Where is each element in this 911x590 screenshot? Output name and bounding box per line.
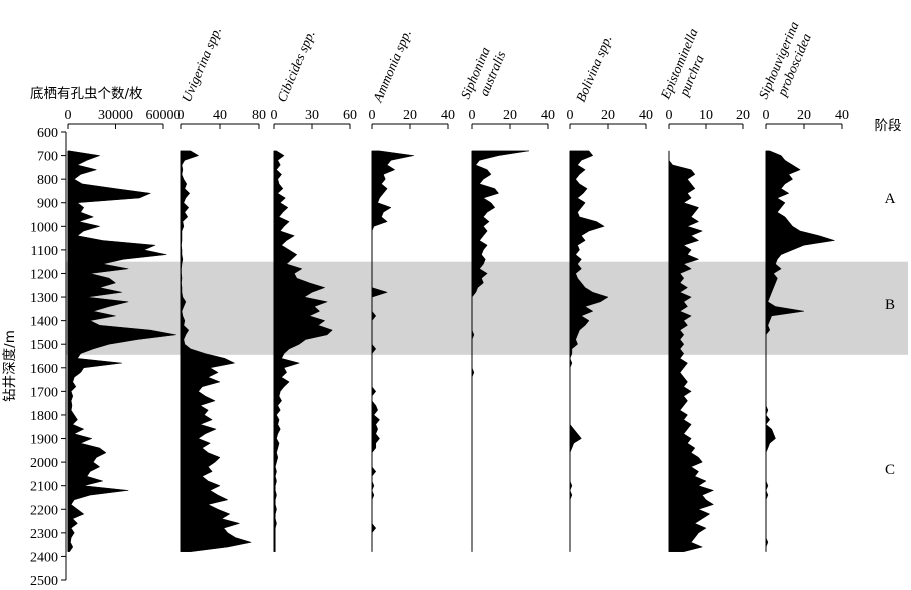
panel-title: Cibicides spp. — [274, 28, 318, 104]
depth-tick-label: 1400 — [30, 315, 58, 330]
panel-x-tick-label: 40 — [213, 108, 227, 123]
depth-tick-label: 2000 — [30, 456, 58, 471]
panel-x-tick-label: 30 — [305, 108, 319, 123]
depth-tick-label: 2100 — [30, 480, 58, 495]
panel-x-tick-label: 60 — [343, 108, 357, 123]
panel-title: Ammonia spp. — [370, 27, 414, 105]
depth-tick-label: 900 — [37, 197, 58, 212]
panel-title: Bolivina spp. — [573, 33, 615, 104]
panel-x-tick-label: 0 — [369, 108, 376, 123]
abundance-area — [371, 150, 414, 552]
depth-tick-label: 1300 — [30, 291, 58, 306]
depth-tick-label: 2400 — [30, 550, 58, 565]
panel-title: Uvigerina spp. — [179, 24, 224, 104]
panel-x-tick-label: 0 — [567, 108, 574, 123]
depth-tick-label: 1800 — [30, 409, 58, 424]
depth-axis: 600 700 800 900 1000 1100 1200 1300 1400 1500 1600… — [2, 126, 67, 589]
panel-x-tick-label: 40 — [835, 108, 849, 123]
depth-tick-label: 600 — [37, 126, 58, 141]
panel-x-tick-label: 40 — [639, 108, 653, 123]
panel-x-tick-label: 40 — [541, 108, 555, 123]
depth-tick-label: 2300 — [30, 527, 58, 542]
abundance-area — [67, 150, 176, 552]
panel-x-tick-label: 0 — [666, 108, 673, 123]
depth-tick-label: 1200 — [30, 267, 58, 282]
panel-x-tick-label: 20 — [601, 108, 615, 123]
depth-tick-label: 1000 — [30, 220, 58, 235]
stage-label-a: A — [885, 191, 896, 207]
panel-x-tick-label: 0 — [271, 108, 278, 123]
panel-x-tick-label: 10 — [699, 108, 713, 123]
panel-x-tick-label: 20 — [797, 108, 811, 123]
panel-x-tick-label: 0 — [763, 108, 770, 123]
taxon-panel-4: 0 20 40 Siphoninaaustralis — [458, 42, 555, 552]
panel-x-tick-label: 0 — [178, 108, 185, 123]
panel-x-tick-label: 60000 — [146, 108, 181, 123]
abundance-area — [180, 150, 252, 552]
panel-x-tick-label: 0 — [65, 108, 72, 123]
depth-tick-label: 2500 — [30, 574, 58, 589]
panel-title: Epistominellapurchra — [657, 26, 715, 108]
panel-x-tick-label: 0 — [469, 108, 476, 123]
panel-x-tick-label: 20 — [503, 108, 517, 123]
panel-title: Siphouvigerinaproboscidea — [756, 19, 817, 107]
depth-tick-label: 1700 — [30, 385, 58, 400]
depth-tick-label: 800 — [37, 173, 58, 188]
panel-x-tick-label: 20 — [403, 108, 417, 123]
panel-x-tick-label: 40 — [441, 108, 455, 123]
stage-label-c: C — [885, 462, 895, 478]
stage-label-b: B — [885, 297, 895, 313]
depth-tick-label: 700 — [37, 150, 58, 165]
abundance-area — [668, 150, 715, 552]
depth-tick-label: 1900 — [30, 433, 58, 448]
panel-title: 底栖有孔虫个数/枚 — [30, 86, 143, 102]
panel-x-tick-label: 80 — [252, 108, 266, 123]
abundance-area — [569, 150, 609, 552]
panel-x-tick-label: 20 — [736, 108, 750, 123]
abundance-area — [273, 150, 333, 552]
panel-title: Siphoninaaustralis — [458, 42, 509, 107]
panel-x-tick-label: 30000 — [98, 108, 133, 123]
depth-tick-label: 1500 — [30, 338, 58, 353]
depth-axis-label: 钻井深度/m — [2, 330, 18, 402]
stage-header: 阶段 — [875, 118, 902, 134]
depth-tick-label: 1600 — [30, 362, 58, 377]
abundance-area — [471, 150, 530, 552]
depth-tick-label: 1100 — [31, 244, 58, 259]
stage-labels: 阶段 A B C — [875, 118, 902, 478]
depth-tick-label: 2200 — [30, 503, 58, 518]
abundance-area — [765, 150, 835, 552]
